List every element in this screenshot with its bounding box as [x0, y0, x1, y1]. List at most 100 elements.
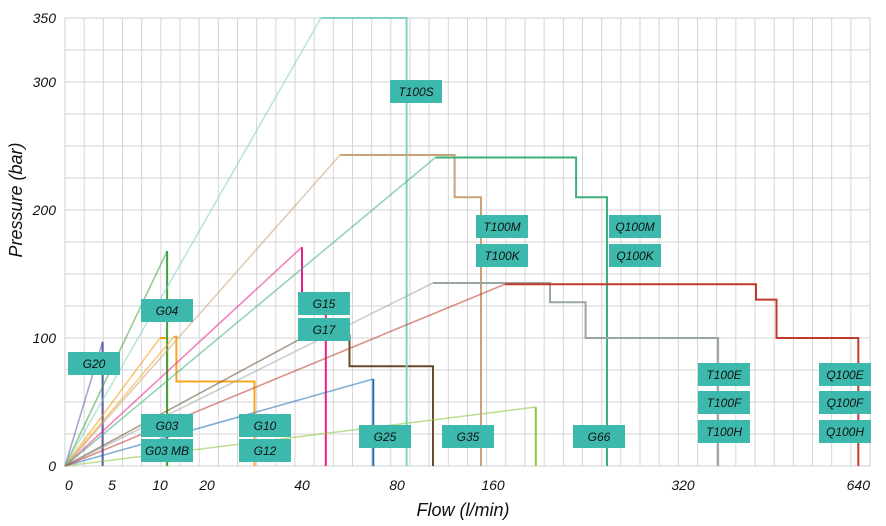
series-label-text: G03 [156, 419, 179, 433]
y-tick-label: 350 [33, 10, 57, 26]
series-label: Q100M [609, 215, 661, 238]
series-label-box [141, 414, 193, 437]
series-label: G12 [239, 439, 291, 462]
x-tick-label: 320 [671, 477, 695, 493]
series-label: G03 MB [141, 439, 193, 462]
series-label-box [239, 439, 291, 462]
y-tick-label: 200 [32, 202, 57, 218]
series-label-text: T100F [707, 396, 742, 410]
series-label-text: G10 [254, 419, 277, 433]
x-tick-label: 0 [65, 477, 73, 493]
series-label-text: G15 [313, 297, 336, 311]
series-label-text: G17 [313, 323, 337, 337]
series-label-text: G20 [83, 357, 106, 371]
series-label-box [476, 244, 528, 267]
series-label-text: Q100K [616, 249, 654, 263]
plot-frame [64, 17, 871, 467]
series-line [321, 17, 408, 466]
series-label-text: T100M [483, 220, 520, 234]
series-label: Q100E [819, 363, 871, 386]
series-line [174, 335, 256, 466]
series-label-box [698, 391, 750, 414]
series-label: G17 [298, 318, 350, 341]
series-ramp [64, 246, 303, 467]
series-label: G04 [141, 299, 193, 322]
series-ramp [64, 334, 308, 467]
series-label-box [141, 439, 193, 462]
series-label-text: G66 [588, 430, 611, 444]
series-label-box [442, 425, 494, 448]
x-tick-label: 20 [198, 477, 215, 493]
series-label: T100K [476, 244, 528, 267]
x-tick-label: 80 [389, 477, 405, 493]
series-label: G20 [68, 352, 120, 375]
series-label-text: T100S [398, 85, 433, 99]
series-label-box [359, 425, 411, 448]
series-label: G10 [239, 414, 291, 437]
x-tick-label: 640 [847, 477, 871, 493]
series-ramp [64, 156, 436, 467]
series-line [435, 156, 608, 466]
y-tick-label: 100 [33, 330, 57, 346]
series-label-box [819, 391, 871, 414]
series-label-text: Q100M [615, 220, 654, 234]
series-label-text: G04 [156, 304, 179, 318]
series-label: G66 [573, 425, 625, 448]
series-label-text: T100H [706, 425, 742, 439]
series-label-box [573, 425, 625, 448]
series-line [504, 283, 860, 466]
series-label-box [390, 80, 442, 103]
series-label-box [609, 215, 661, 238]
series-label: T100S [390, 80, 442, 103]
series-label: T100M [476, 215, 528, 238]
series-label-text: T100E [706, 368, 742, 382]
series-label-box [698, 363, 750, 386]
series-label: T100E [698, 363, 750, 386]
series-line [433, 282, 720, 466]
series-ramp [64, 337, 161, 467]
series-label-box [239, 414, 291, 437]
x-tick-label: 10 [152, 477, 168, 493]
series-label: G15 [298, 292, 350, 315]
series-label-text: T100K [484, 249, 520, 263]
series-label: Q100K [609, 244, 661, 267]
series-ramp [64, 17, 322, 467]
x-axis-title: Flow (l/min) [417, 500, 510, 520]
tick-labels: 0 5 10 20 40 80 160 320 640 0 100 200 300 350 [32, 10, 871, 493]
series-label-box [819, 363, 871, 386]
series-label-text: G25 [374, 430, 397, 444]
y-tick-label: 0 [48, 458, 56, 474]
series-label: G25 [359, 425, 411, 448]
series-label: G03 [141, 414, 193, 437]
series-label-text: G03 MB [145, 444, 189, 458]
series-line [340, 154, 482, 466]
series-label-text: G35 [457, 430, 480, 444]
y-tick-label: 300 [33, 74, 57, 90]
series-label: G35 [442, 425, 494, 448]
series-label-box [298, 292, 350, 315]
series-ramp [64, 154, 341, 467]
series-label-box [609, 244, 661, 267]
x-tick-label: 40 [294, 477, 310, 493]
series-label-box [141, 299, 193, 322]
series-label: Q100F [819, 391, 871, 414]
series-label-box [819, 420, 871, 443]
series-label-text: G12 [254, 444, 277, 458]
series-ramp [64, 282, 434, 467]
series-labels: G20 G04 G03 G03 MB G10 G12 G15 G17 G25 G35 T100S T1… [68, 80, 871, 462]
series-ramp [64, 378, 374, 467]
series-ramp [64, 283, 506, 467]
series-label-box [698, 420, 750, 443]
x-tick-label: 160 [481, 477, 505, 493]
series-label: T100F [698, 391, 750, 414]
series-label-text: Q100E [826, 368, 864, 382]
series-label-box [68, 352, 120, 375]
series-label: T100H [698, 420, 750, 443]
series-label: Q100H [819, 420, 871, 443]
series-label-box [476, 215, 528, 238]
series-label-box [298, 318, 350, 341]
series-label-text: Q100F [827, 396, 864, 410]
y-axis-title: Pressure (bar) [6, 142, 26, 257]
